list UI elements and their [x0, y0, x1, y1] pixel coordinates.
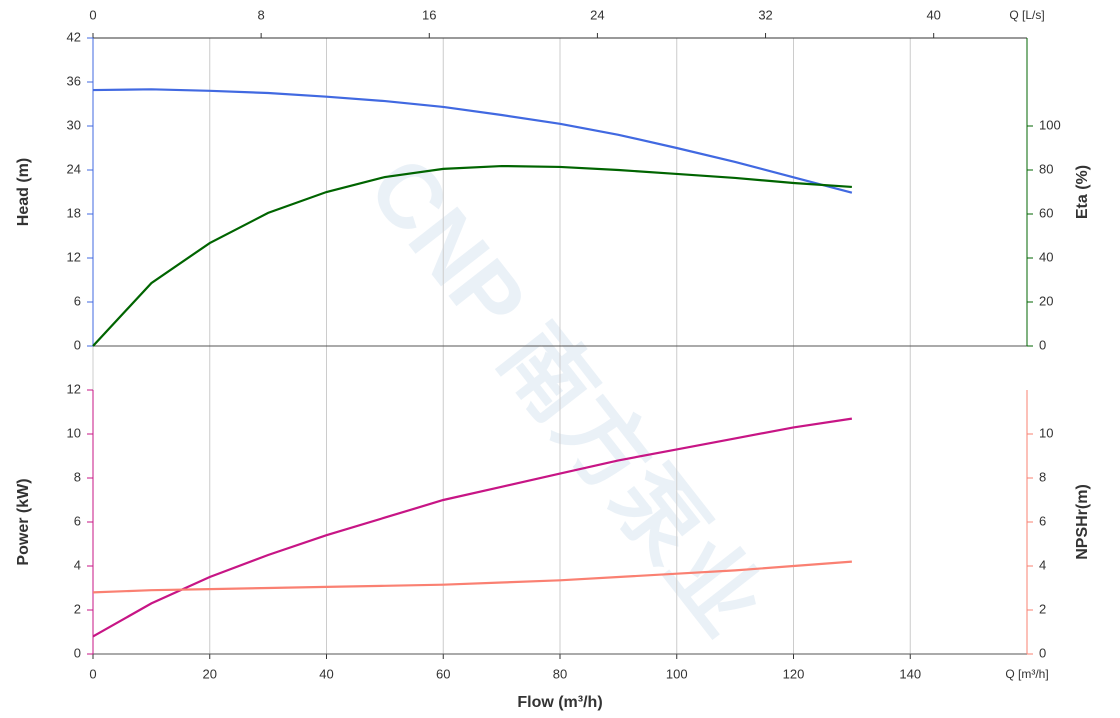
y2-tick-label: 0 — [1039, 645, 1046, 660]
y-tick-label: 24 — [67, 161, 81, 176]
y-tick-label: 2 — [74, 601, 81, 616]
x-tick-label: 140 — [899, 666, 921, 681]
y-axis-title: Power (kW) — [15, 478, 32, 565]
x-tick-label: 0 — [89, 666, 96, 681]
x-tick-label: 60 — [436, 666, 450, 681]
series-line — [92, 88, 853, 194]
x-tick-label: 120 — [783, 666, 805, 681]
y2-tick-label: 80 — [1039, 161, 1053, 176]
x2-tick-label: 24 — [590, 7, 604, 22]
y2-tick-label: 20 — [1039, 293, 1053, 308]
y2-axis-title: NPSHr(m) — [1074, 484, 1091, 560]
y-tick-label: 6 — [74, 293, 81, 308]
x2-tick-label: 40 — [926, 7, 940, 22]
y2-tick-label: 0 — [1039, 337, 1046, 352]
y2-tick-label: 2 — [1039, 601, 1046, 616]
x-tick-label: 100 — [666, 666, 688, 681]
y2-tick-label: 60 — [1039, 205, 1053, 220]
y-tick-label: 42 — [67, 29, 81, 44]
y-axis-title: Head (m) — [15, 158, 32, 226]
x2-axis-title: Q [L/s] — [1009, 8, 1044, 22]
x-axis-title: Flow (m³/h) — [517, 694, 602, 711]
x2-tick-label: 16 — [422, 7, 436, 22]
y-tick-label: 18 — [67, 205, 81, 220]
x-tick-label: 40 — [319, 666, 333, 681]
y-tick-label: 30 — [67, 117, 81, 132]
y-tick-label: 12 — [67, 249, 81, 264]
y-tick-label: 8 — [74, 469, 81, 484]
y2-axis-title: Eta (%) — [1074, 165, 1091, 219]
y-tick-label: 0 — [74, 645, 81, 660]
x2-tick-label: 0 — [89, 7, 96, 22]
series-line — [92, 417, 853, 638]
y2-tick-label: 40 — [1039, 249, 1053, 264]
y-tick-label: 36 — [67, 73, 81, 88]
series-line — [92, 164, 852, 347]
y-tick-label: 6 — [74, 513, 81, 528]
y2-tick-label: 4 — [1039, 557, 1046, 572]
y-tick-label: 0 — [74, 337, 81, 352]
y-tick-label: 4 — [74, 557, 81, 572]
x-tick-label: 80 — [553, 666, 567, 681]
y2-tick-label: 8 — [1039, 469, 1046, 484]
x-axis-unit: Q [m³/h] — [1005, 667, 1048, 681]
x2-tick-label: 8 — [258, 7, 265, 22]
watermark: CNP 南方泵业 — [349, 139, 781, 652]
y2-tick-label: 10 — [1039, 425, 1053, 440]
y-tick-label: 12 — [67, 381, 81, 396]
y2-tick-label: 6 — [1039, 513, 1046, 528]
x2-tick-label: 32 — [758, 7, 772, 22]
x-tick-label: 20 — [203, 666, 217, 681]
y-tick-label: 10 — [67, 425, 81, 440]
y2-tick-label: 100 — [1039, 117, 1061, 132]
series-line — [92, 560, 852, 594]
